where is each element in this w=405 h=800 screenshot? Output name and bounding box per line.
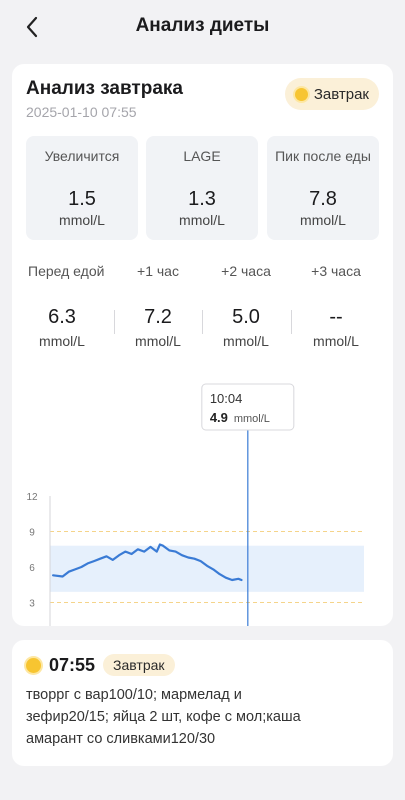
glucose-series-line (52, 543, 243, 582)
divider (291, 310, 292, 334)
stat-value: 1.3 (188, 188, 216, 210)
y-tick-label: 3 (29, 599, 35, 610)
sun-icon (26, 657, 41, 673)
analysis-datetime: 2025-01-10 07:55 (26, 104, 137, 120)
stat-label: LAGE (183, 148, 221, 164)
timepoint-2h: +2 часа 5.0 mmol/L (202, 262, 290, 349)
stat-increase: Увеличится 1.5 mmol/L (26, 136, 138, 240)
timepoint-before: Перед едой 6.3 mmol/L (18, 262, 106, 349)
timepoint-value: -- (329, 306, 343, 328)
stat-value: 7.8 (309, 188, 337, 210)
back-arrow-icon[interactable] (18, 12, 48, 42)
meal-log-header: 07:55 Завтрак (26, 654, 175, 676)
timepoint-unit: mmol/L (313, 333, 359, 349)
timepoint-value: 5.0 (232, 306, 260, 328)
tooltip-unit: mmol/L (234, 413, 270, 425)
tooltip-box (201, 383, 295, 431)
meal-log-text: творрг с вар100/10; мармелад и зефир20/1… (26, 687, 301, 747)
y-tick-label: 9 (29, 528, 35, 539)
stat-label: Увеличится (44, 148, 120, 164)
stat-unit: mmol/L (59, 212, 105, 228)
stat-peak: Пик после еды 7.8 mmol/L (267, 136, 379, 240)
divider (202, 310, 203, 334)
timepoint-unit: mmol/L (39, 333, 85, 349)
analysis-card: Анализ завтрака 2025-01-10 07:55 Завтрак… (12, 64, 393, 626)
meal-type-label: Завтрак (313, 85, 369, 103)
meal-log-badge: Завтрак (103, 654, 175, 676)
timepoint-unit: mmol/L (135, 333, 181, 349)
meal-type-badge: Завтрак (284, 78, 379, 110)
stat-unit: mmol/L (300, 212, 346, 228)
stat-value: 1.5 (68, 188, 96, 210)
sun-icon (294, 87, 308, 101)
header: Анализ диеты (0, 0, 405, 56)
glucose-chart[interactable]: 129630-1hПитание 07:55+1h+2h+3h+4h10:044… (12, 380, 393, 626)
timepoint-3h: +3 часа -- mmol/L (292, 262, 380, 349)
meal-log-card: 07:55 Завтрак творрг с вар100/10; мармел… (12, 640, 393, 766)
analysis-title: Анализ завтрака (26, 78, 183, 99)
page-title: Анализ диеты (135, 15, 270, 36)
stat-lage: LAGE 1.3 mmol/L (146, 136, 258, 240)
target-range-band (50, 545, 364, 592)
timepoint-label: Перед едой (28, 263, 105, 279)
stat-unit: mmol/L (179, 212, 225, 228)
timepoint-value: 7.2 (144, 306, 172, 328)
tooltip-time: 10:04 (210, 391, 243, 406)
tooltip-value: 4.9 (210, 410, 228, 425)
meal-log-time: 07:55 (49, 654, 96, 675)
divider (114, 310, 115, 334)
timepoint-label: +3 часа (311, 263, 361, 279)
timepoint-unit: mmol/L (223, 333, 269, 349)
timepoint-label: +2 часа (221, 263, 271, 279)
timepoint-1h: +1 час 7.2 mmol/L (114, 262, 202, 349)
timepoint-label: +1 час (137, 263, 179, 279)
timepoint-value: 6.3 (48, 306, 76, 328)
stat-label: Пик после еды (275, 148, 371, 164)
y-tick-label: 12 (26, 492, 38, 503)
y-tick-label: 6 (29, 563, 35, 574)
